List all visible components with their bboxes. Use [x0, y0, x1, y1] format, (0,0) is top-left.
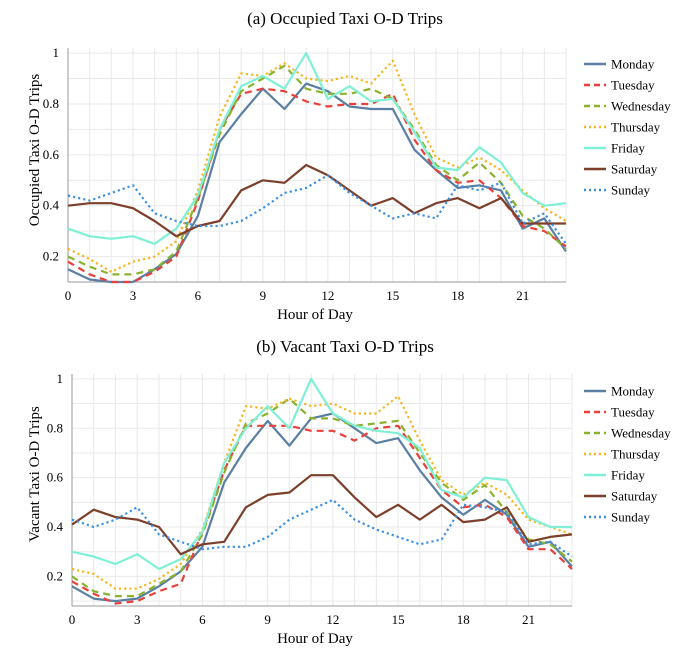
legend-label: Tuesday [611, 405, 655, 420]
y-tick-label: 0.6 [43, 147, 60, 162]
series-line-friday [67, 51, 567, 245]
legend-label: Wednesday [611, 426, 671, 441]
series-line-friday [71, 377, 572, 571]
x-tick-label: 21 [522, 612, 535, 627]
series-line-wednesday [67, 64, 567, 276]
chart-title: (b) Vacant Taxi O-D Trips [256, 337, 434, 356]
x-tick-label: 18 [451, 288, 464, 303]
x-tick-label: 6 [199, 612, 206, 627]
x-tick-label: 6 [195, 288, 202, 303]
x-tick-label: 0 [65, 288, 72, 303]
y-tick-label: 0.6 [47, 470, 64, 485]
y-axis-label: Occupied Taxi O-D Trips [27, 74, 43, 227]
y-tick-label: 0.8 [43, 96, 59, 111]
x-tick-label: 12 [321, 288, 334, 303]
y-tick-label: 0.4 [47, 519, 64, 534]
legend-label: Saturday [611, 162, 658, 177]
y-tick-label: 1 [53, 45, 60, 60]
series-line-wednesday [71, 397, 573, 598]
legend-label: Friday [611, 141, 645, 156]
x-tick-label: 12 [326, 612, 339, 627]
legend-label: Friday [611, 468, 645, 483]
legend-label: Thursday [611, 447, 661, 462]
y-axis-label: Vacant Taxi O-D Trips [27, 406, 43, 542]
x-tick-label: 3 [130, 288, 137, 303]
series-line-sunday [71, 498, 573, 558]
x-tick-label: 21 [516, 288, 529, 303]
legend-label: Monday [611, 57, 655, 72]
y-tick-label: 0.8 [47, 420, 63, 435]
y-tick-label: 1 [57, 371, 64, 386]
series-line-tuesday [67, 87, 567, 284]
x-axis-label: Hour of Day [277, 307, 353, 323]
series-line-thursday [71, 395, 573, 590]
x-tick-label: 9 [264, 612, 271, 627]
y-tick-label: 0.2 [47, 568, 63, 583]
legend-label: Wednesday [611, 99, 671, 114]
series-line-tuesday [71, 424, 573, 605]
chart-title: (a) Occupied Taxi O-D Trips [247, 9, 443, 28]
x-tick-label: 15 [392, 612, 405, 627]
legend-label: Tuesday [611, 78, 655, 93]
x-tick-label: 18 [457, 612, 470, 627]
x-axis-label: Hour of Day [277, 631, 353, 647]
legend-label: Thursday [611, 120, 661, 135]
legend-label: Sunday [611, 183, 651, 198]
panel-vacant: (b) Vacant Taxi O-D Trips 0 3 6 9 12 15 18 21 0.… [27, 337, 671, 647]
series-line-sunday [67, 174, 567, 245]
y-tick-label: 0.2 [43, 249, 59, 264]
series-line-monday [67, 82, 567, 284]
series-line-thursday [67, 59, 567, 273]
x-tick-label: 9 [260, 288, 267, 303]
x-tick-label: 15 [386, 288, 399, 303]
series-line-monday [71, 412, 573, 603]
series-line-saturday [71, 474, 573, 556]
legend-label: Saturday [611, 489, 658, 504]
y-tick-label: 0.4 [43, 198, 60, 213]
x-tick-label: 0 [69, 612, 76, 627]
series-line-saturday [67, 163, 566, 238]
x-tick-label: 3 [134, 612, 141, 627]
legend-label: Monday [611, 384, 655, 399]
panel-occupied: (a) Occupied Taxi O-D Trips 0 3 6 9 12 15 18 21… [27, 9, 671, 323]
legend-label: Sunday [611, 510, 651, 525]
